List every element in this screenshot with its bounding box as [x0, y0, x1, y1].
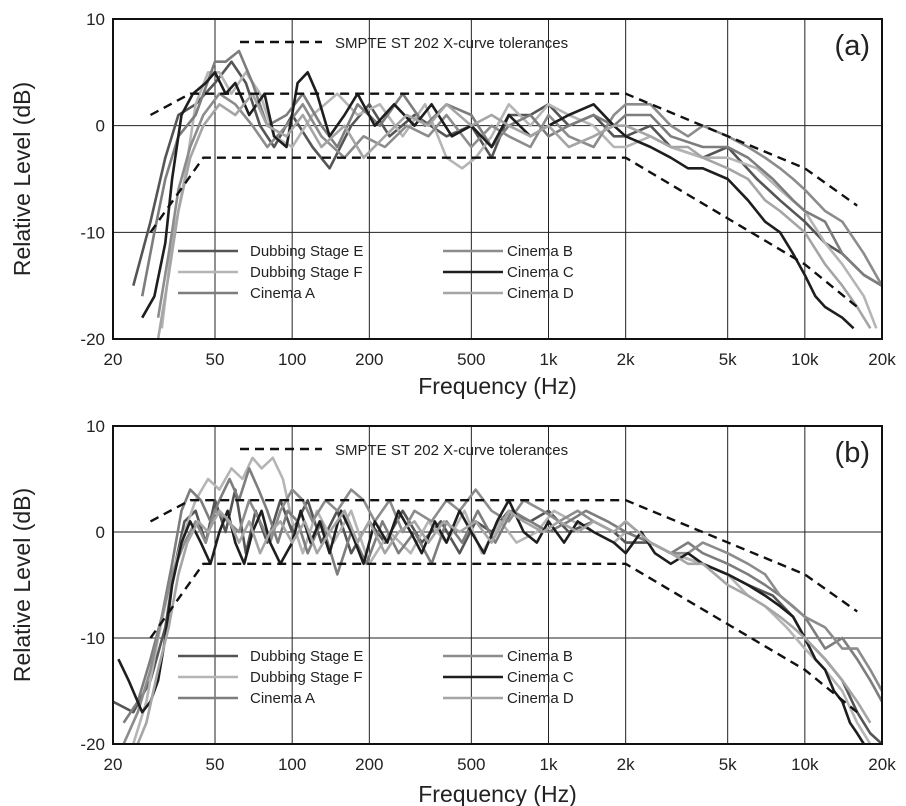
y-tick-label: -10 — [80, 223, 105, 242]
x-tick-label: 1k — [540, 755, 558, 774]
x-tick-label: 10k — [791, 350, 819, 369]
series-line-4 — [118, 500, 864, 744]
y-tick-label: 10 — [86, 10, 105, 29]
chart-panel-1: 20 50 100 200 500 1k 2k 5k 10k 20k -20 -10 0 10 Freque… — [9, 417, 896, 806]
y-axis-label: Relative Level (dB) — [9, 82, 35, 276]
x-tick-label: 50 — [206, 755, 225, 774]
y-tick-label: 10 — [86, 417, 105, 436]
x-tick-label: 500 — [457, 755, 485, 774]
panel-label: (b) — [835, 437, 870, 469]
x-tick-label: 2k — [617, 755, 635, 774]
chart-panel-0: 20 50 100 200 500 1k 2k 5k 10k 20k -20 -10 0 10 Freque… — [9, 10, 896, 399]
legend-label: Cinema D — [507, 690, 574, 707]
y-tick-label: 0 — [96, 117, 105, 136]
panel-label: (a) — [835, 30, 870, 62]
series-line-5 — [118, 511, 870, 755]
legend-label: Cinema A — [250, 690, 315, 707]
y-tick-label: -20 — [80, 735, 105, 754]
legend-label: Cinema D — [507, 285, 574, 302]
legend-label: Dubbing Stage E — [250, 243, 363, 260]
legend-label: Dubbing Stage E — [250, 648, 363, 665]
legend-label: Cinema C — [507, 264, 574, 281]
x-tick-label: 5k — [719, 755, 737, 774]
y-tick-label: 0 — [96, 523, 105, 542]
x-axis-label: Frequency (Hz) — [418, 373, 576, 399]
x-tick-label: 100 — [278, 350, 306, 369]
y-axis-label: Relative Level (dB) — [9, 488, 35, 682]
series-line-4 — [142, 72, 853, 328]
legend-label: Cinema A — [250, 285, 315, 302]
x-tick-label: 20k — [868, 350, 896, 369]
x-tick-label: 20 — [104, 755, 123, 774]
x-axis-label: Frequency (Hz) — [418, 781, 576, 806]
x-tick-label: 2k — [617, 350, 635, 369]
x-tick-label: 500 — [457, 350, 485, 369]
x-tick-label: 200 — [355, 755, 383, 774]
legend-label: Dubbing Stage F — [250, 669, 363, 686]
x-tick-label: 100 — [278, 755, 306, 774]
legend-label: Cinema B — [507, 243, 573, 260]
legend-tolerance-label: SMPTE ST 202 X-curve tolerances — [335, 442, 568, 459]
x-tick-label: 200 — [355, 350, 383, 369]
y-tick-label: -10 — [80, 629, 105, 648]
x-tick-label: 1k — [540, 350, 558, 369]
legend-label: Cinema C — [507, 669, 574, 686]
x-tick-label: 20 — [104, 350, 123, 369]
x-tick-label: 50 — [206, 350, 225, 369]
legend-label: Dubbing Stage F — [250, 264, 363, 281]
x-tick-label: 20k — [868, 755, 896, 774]
y-tick-label: -20 — [80, 330, 105, 349]
x-tick-label: 5k — [719, 350, 737, 369]
x-tick-label: 10k — [791, 755, 819, 774]
series-group — [113, 458, 882, 765]
legend-tolerance-label: SMPTE ST 202 X-curve tolerances — [335, 35, 568, 52]
legend-label: Cinema B — [507, 648, 573, 665]
series-line-5 — [158, 94, 870, 339]
